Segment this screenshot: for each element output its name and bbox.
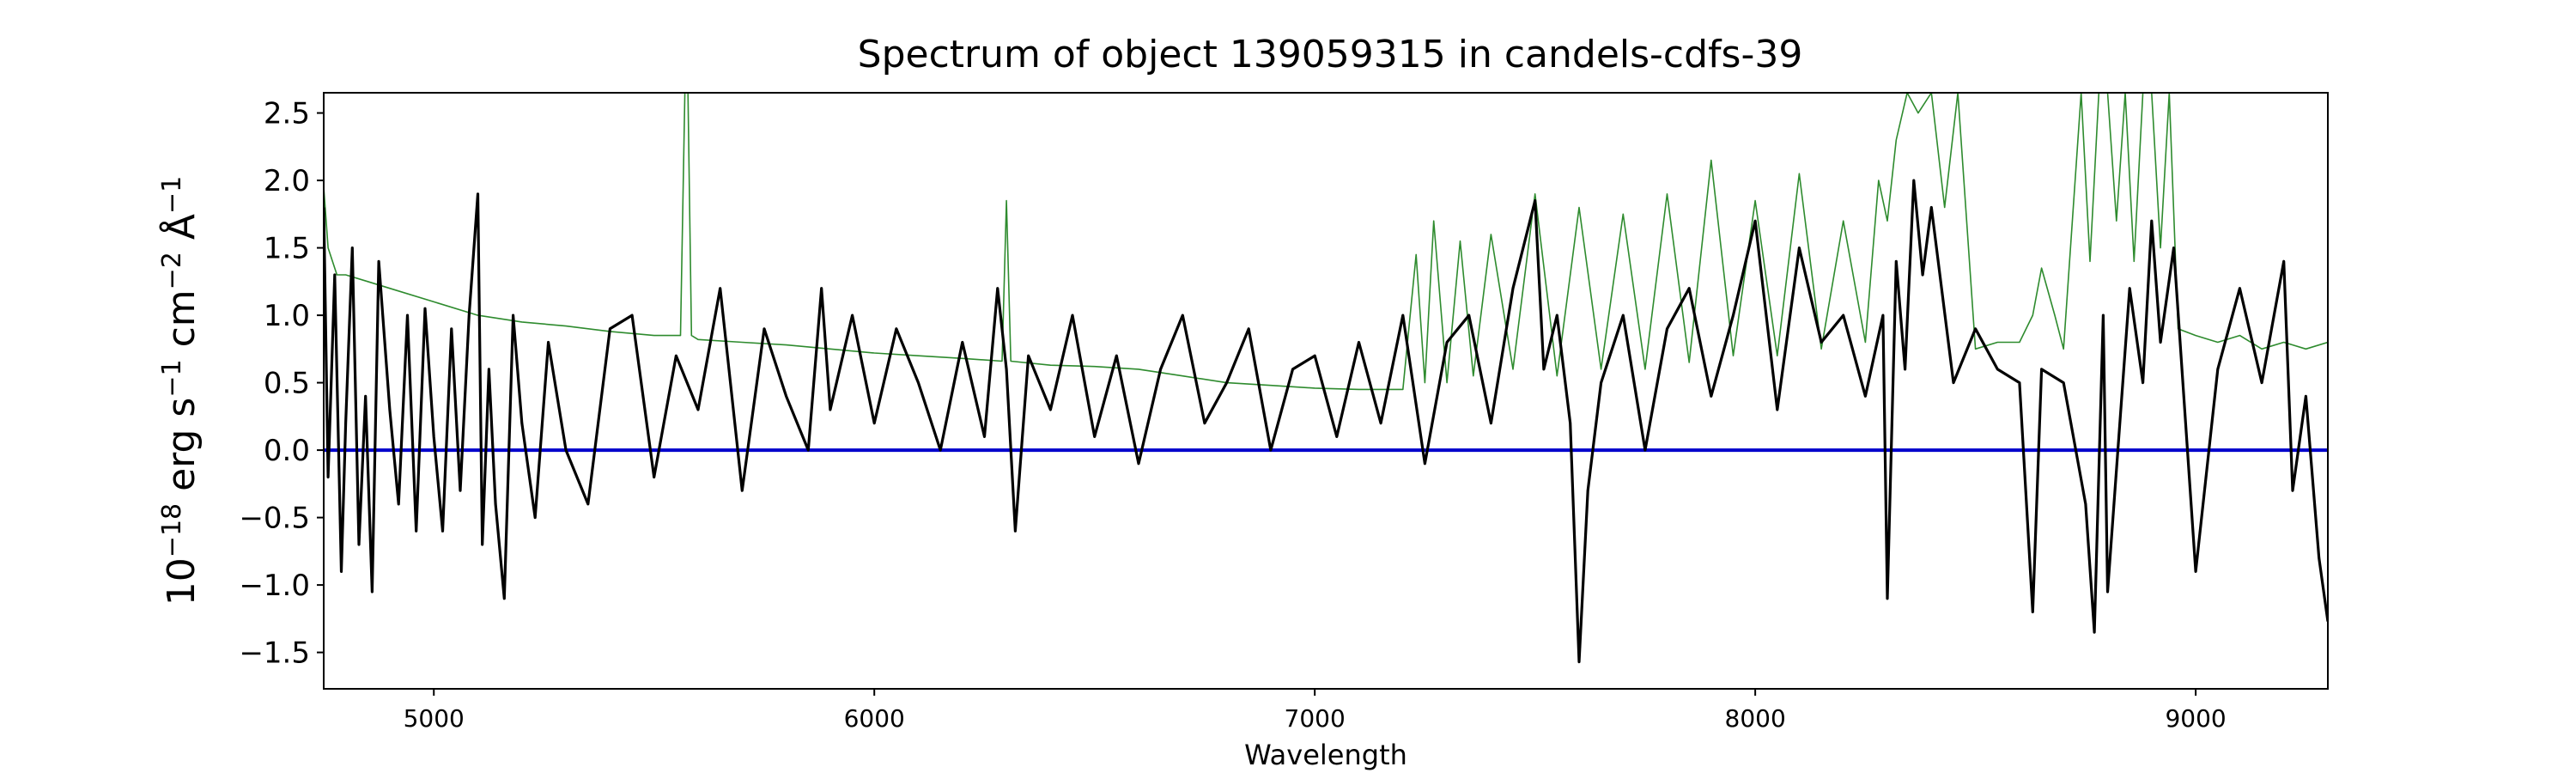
y-axis-label-cm: cm	[160, 289, 204, 359]
y-axis-label-erg: erg s	[160, 398, 204, 503]
x-tick-label: 5000	[404, 704, 465, 733]
y-tick-label: 1.5	[264, 232, 310, 266]
x-tick-label: 9000	[2165, 704, 2226, 733]
y-axis-label-ang: Å	[158, 214, 204, 252]
y-tick-label: −1.5	[239, 636, 310, 671]
y-tick-label: −0.5	[239, 502, 310, 536]
x-axis: 5000 6000 7000 8000 9000	[404, 689, 2227, 733]
y-tick-label: 2.0	[264, 164, 310, 198]
y-axis-label-exp2: −1	[157, 359, 187, 397]
series-layer	[324, 93, 2328, 664]
series-line-observed	[324, 179, 2328, 664]
x-tick-label: 7000	[1285, 704, 1346, 733]
x-axis-label: Wavelength	[1244, 739, 1407, 771]
y-tick-label: 0.0	[264, 434, 310, 468]
chart-title: Spectrum of object 139059315 in candels-…	[858, 33, 1803, 76]
y-axis-label-exp3: −2	[157, 252, 187, 289]
x-tick-label: 8000	[1725, 704, 1786, 733]
y-axis-label-exp1: −18	[157, 503, 187, 557]
series-line-model	[324, 93, 2328, 391]
x-tick-label: 6000	[844, 704, 905, 733]
y-axis-label-base: 10	[160, 557, 204, 606]
plot-frame	[323, 92, 2329, 690]
y-axis-label-exp4: −1	[157, 176, 187, 214]
y-axis: −1.5 −1.0 −0.5 0.0 0.5 1.0 1.5 2.0 2.5	[239, 97, 324, 671]
y-tick-label: 2.5	[264, 97, 310, 131]
y-tick-label: 1.0	[264, 299, 310, 333]
y-tick-label: −1.0	[239, 569, 310, 603]
y-axis-label: 10−18 erg s−1 cm−2 Å−1	[157, 176, 204, 606]
y-tick-label: 0.5	[264, 367, 310, 401]
